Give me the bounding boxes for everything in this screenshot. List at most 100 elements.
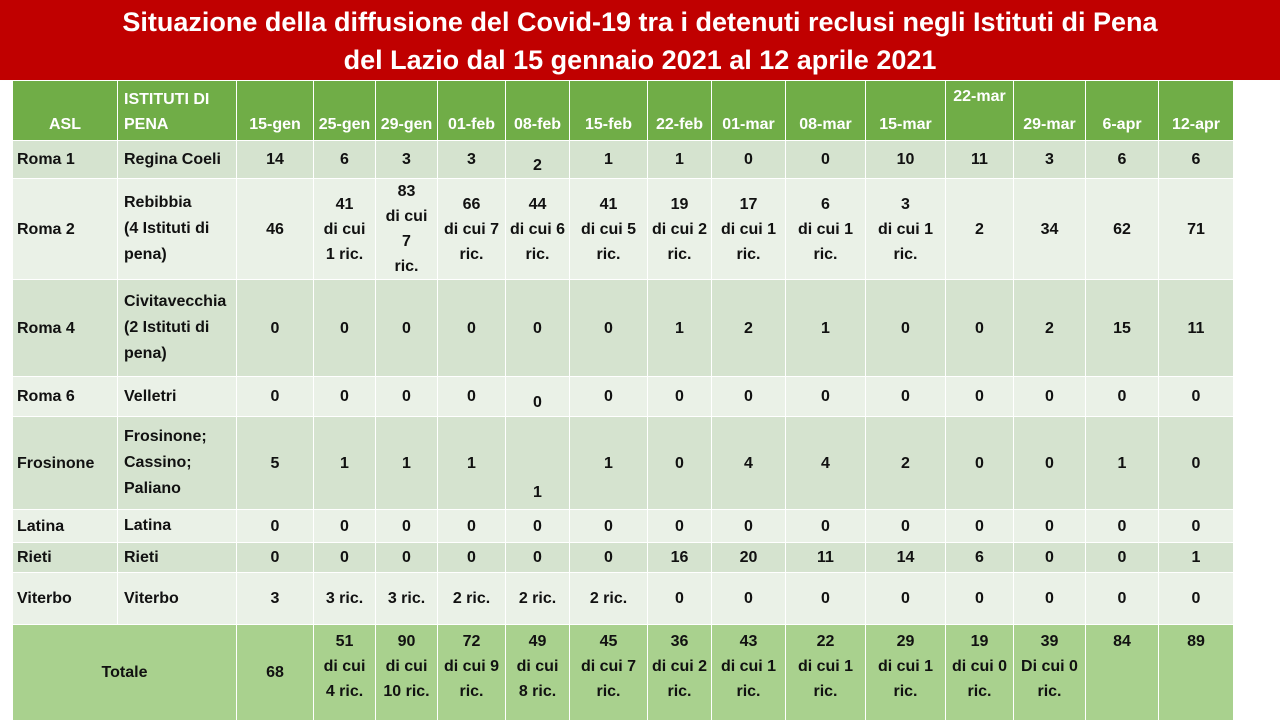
header-date: 12-apr [1158,80,1234,141]
total-value-cell: 43 di cui 1 ric. [711,624,786,721]
cell-line: 0 [270,319,280,337]
cell-line: 11 [1187,319,1205,337]
cell-line: 1 [402,454,411,472]
covid-table: ASL ISTITUTI DI PENA 15-gen 25-gen 29-ge… [12,80,1234,721]
total-value-cell: 22 di cui 1 ric. [785,624,866,721]
total-value-cell: 29 di cui 1 ric. [865,624,946,721]
total-value-cell: 90 di cui 10 ric. [375,624,438,721]
asl-cell: Roma 4 [12,279,118,377]
value-cell: 2 [945,178,1014,280]
cell-line: 0 [533,517,542,535]
cell-line: 16 [670,549,689,566]
cell-line: 89 [1187,633,1205,650]
cell-line: 84 [1113,633,1131,650]
value-cell: 0 [505,542,570,573]
cell-line: 0 [1117,549,1127,566]
total-value-cell: 19 di cui 0 ric. [945,624,1014,721]
cell-line: 0 [744,388,753,405]
total-value-cell: 36 di cui 2 ric. [647,624,712,721]
cell-line: 1 [467,454,476,472]
cell-line: 0 [975,454,984,472]
header-date: 22-mar [945,80,1014,141]
cell-line: Viterbo [124,589,179,607]
cell-line: 44 [528,195,547,213]
cell-line: 0 [1191,388,1201,405]
cell-line: ric. [667,683,692,700]
value-cell: 20 [711,542,786,573]
cell-line: 83 [397,183,416,200]
cell-line: 6 [340,151,349,168]
cell-line: Velletri [124,387,177,405]
value-cell: 0 [375,279,438,377]
cell-line: 0 [402,549,411,566]
cell-line: 0 [270,549,280,566]
cell-line: di cui 7 [443,220,500,238]
value-cell: 16 [647,542,712,573]
cell-line: 11 [971,151,988,168]
value-cell: 2 [711,279,786,377]
value-cell: 0 [865,376,946,417]
value-cell: 44 di cui 6 ric. [505,178,570,280]
table-row: Roma 6 Velletri 0 0 0 0 0 0 0 0 0 0 0 0 0 0 [12,376,1234,417]
cell-line: ric. [596,245,621,263]
institute-cell: Civitavecchia (2 Istituti di pena) [117,279,237,377]
cell-line: 19 [970,633,989,650]
table-row: Viterbo Viterbo 3 3 ric. 3 ric. 2 ric. 2 ric. 2… [12,572,1234,625]
title-line-1: Situazione della diffusione del Covid-19… [122,7,1158,37]
cell-line: 29 [896,633,915,650]
value-cell: 0 [1158,376,1234,417]
cell-line: Rebibbia [124,194,192,211]
value-cell: 0 [1158,416,1234,510]
cell-line: pena) [124,246,167,263]
total-label: Totale [12,624,237,721]
cell-line: 1 [604,454,613,472]
value-cell: 0 [505,279,570,377]
cell-line: 2 [975,220,984,238]
asl-cell: Viterbo [12,572,118,625]
cell-line: 66 [462,195,481,213]
value-cell: 0 [505,509,570,543]
cell-line: 72 [462,633,481,650]
cell-line: 1 [1191,549,1201,566]
value-cell: 2 ric. [437,572,506,625]
total-value-cell: 84 [1085,624,1159,721]
cell-line: 20 [739,549,758,566]
cell-line: 10 ric. [383,683,430,700]
cell-line: 71 [1187,220,1205,238]
cell-line: ric. [967,683,992,700]
table-row: Roma 2 Rebibbia (4 Istituti di pena) 46 41 di … [12,178,1234,280]
cell-line: ric. [459,683,484,700]
cell-line: 1 ric. [325,245,364,263]
cell-line: di cui 1 [877,658,934,675]
cell-line: di cui [323,658,366,675]
asl-cell: Roma 1 [12,140,118,179]
cell-line: 0 [1191,517,1201,535]
cell-line: 3 [402,151,411,168]
cell-line: di cui 7 [385,208,428,250]
header-date: 08-feb [505,80,570,141]
cell-line: 5 [270,454,280,472]
cell-line: Paliano [124,480,181,497]
cell-line: 4 ric. [325,683,364,700]
value-cell: 0 [1013,416,1086,510]
value-cell: 0 [313,509,376,543]
cell-line: 0 [604,388,613,405]
cell-line: 1 [675,151,684,168]
value-cell: 6 [313,140,376,179]
cell-line: 19 [670,195,689,213]
cell-line: Cassino; [124,454,192,471]
table-row: Latina Latina 0 0 0 0 0 0 0 0 0 0 0 0 0 0 [12,509,1234,543]
cell-line: 0 [604,319,613,337]
value-cell: 1 [569,140,648,179]
cell-line: pena) [124,345,167,362]
cell-line: 90 [397,633,416,650]
value-cell: 6 [1085,140,1159,179]
value-cell: 1 [1158,542,1234,573]
cell-line: ric. [736,683,761,700]
value-cell: 0 [945,416,1014,510]
value-cell: 1 [437,416,506,510]
value-cell: 83 di cui 7 ric. [375,178,438,280]
value-cell: 0 [1013,509,1086,543]
cell-line: 68 [266,664,284,681]
value-cell: 0 [945,509,1014,543]
